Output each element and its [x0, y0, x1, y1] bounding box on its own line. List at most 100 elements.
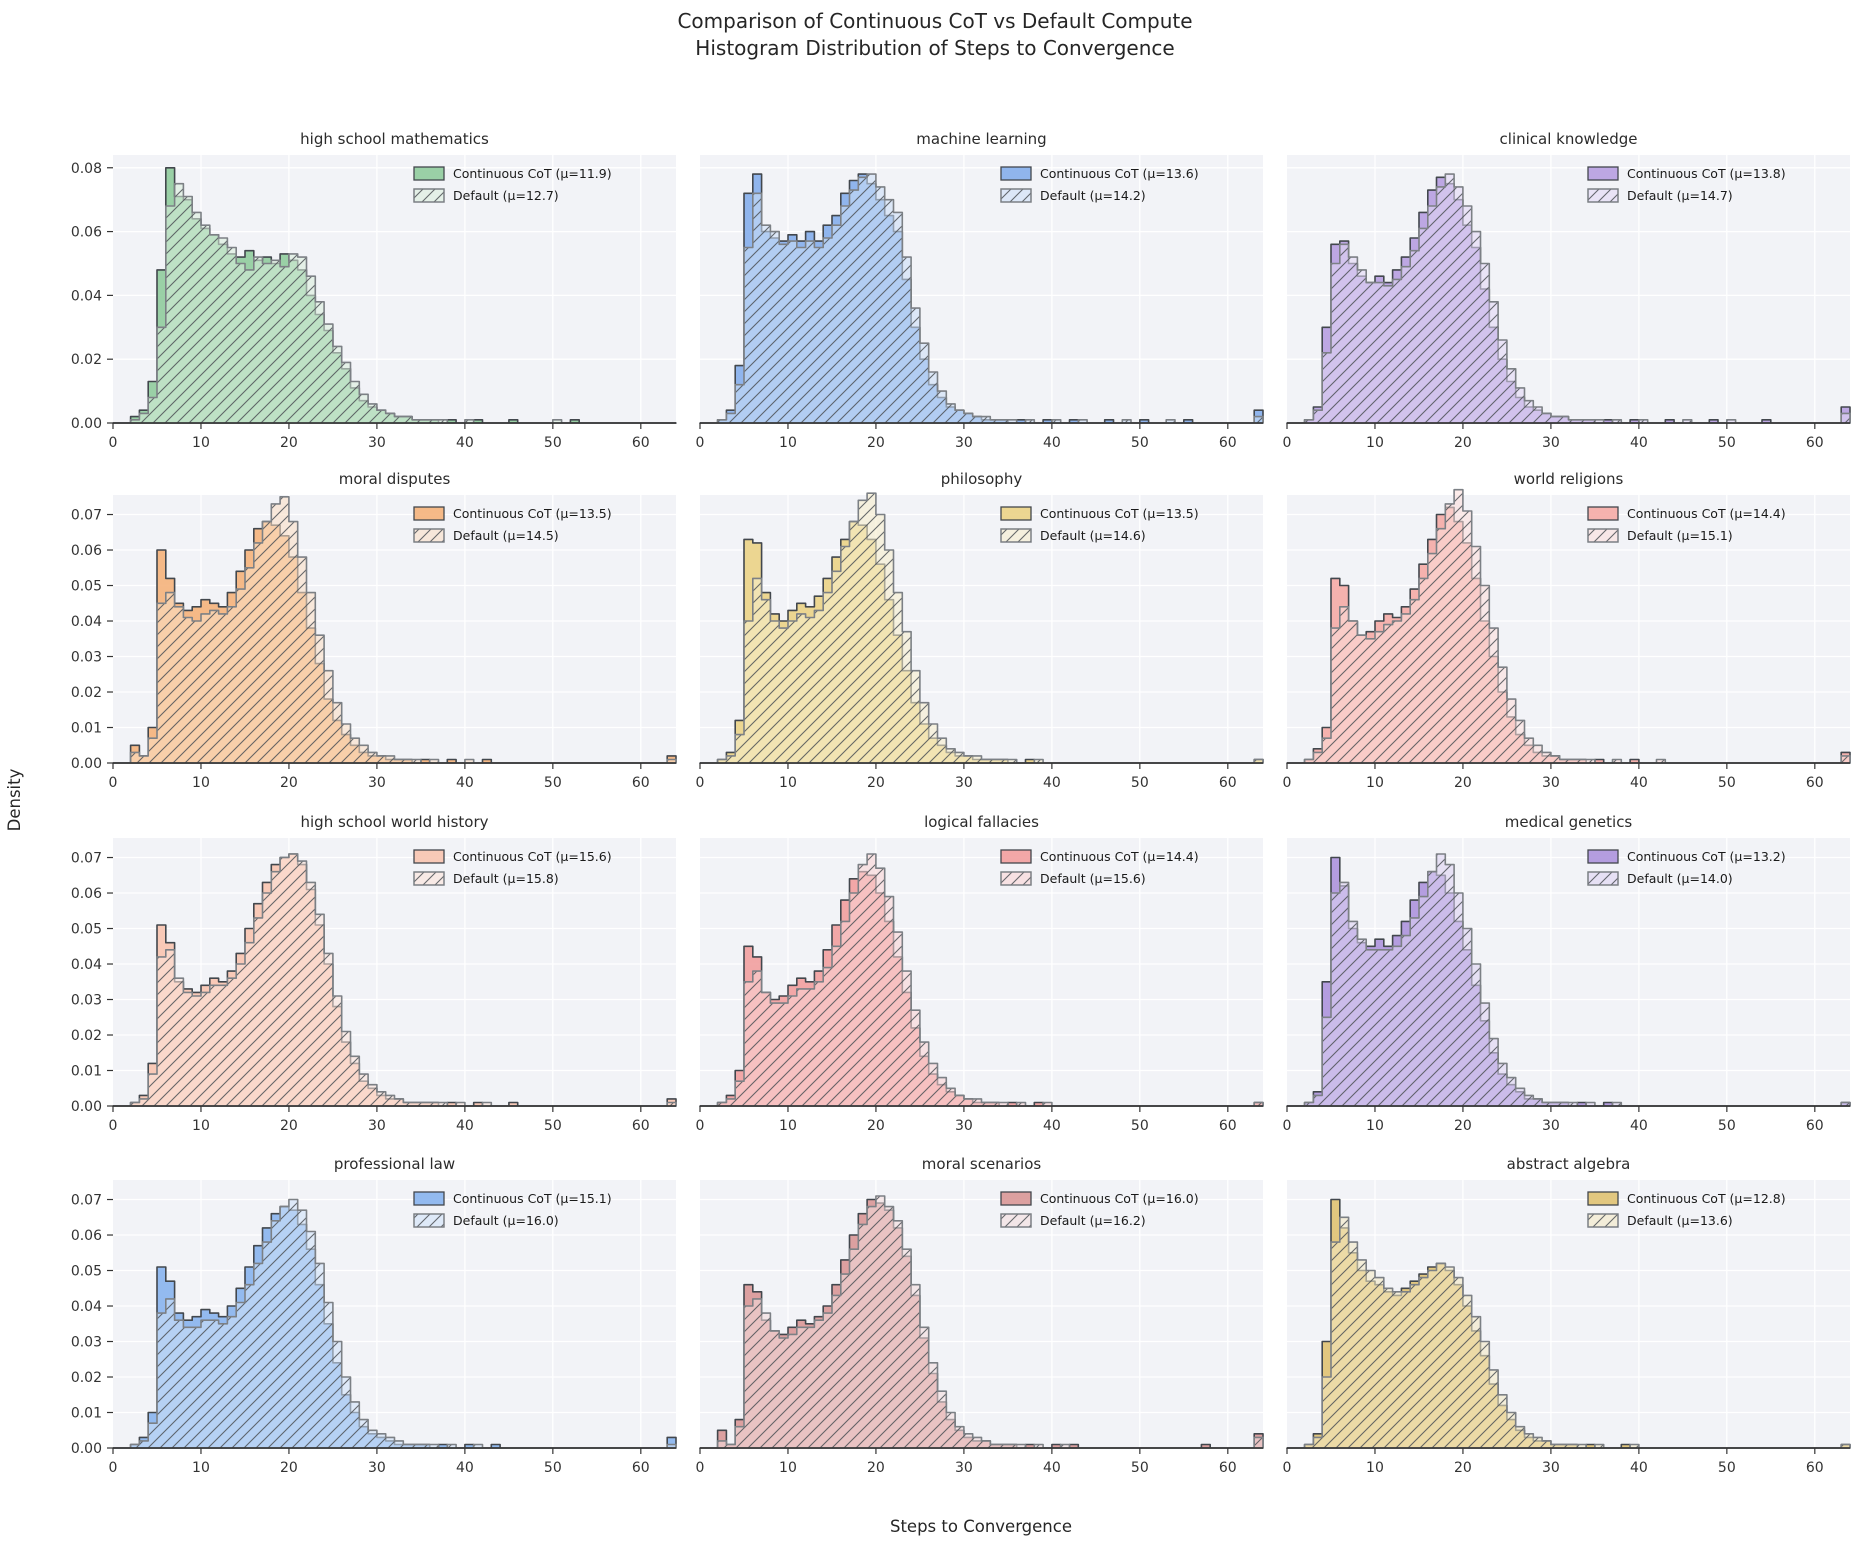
- legend-swatch-default-hatch: [413, 1213, 445, 1228]
- legend-label-continuous-cot: Continuous CoT (μ=11.9): [453, 166, 612, 181]
- legend-label-default: Default (μ=14.5): [453, 528, 559, 543]
- subplot-title-philosophy: philosophy: [941, 470, 1023, 488]
- legend-swatch-continuous-cot: [413, 506, 445, 521]
- x-tick-label: 50: [544, 435, 562, 451]
- subplot-title-high-school-world-history: high school world history: [301, 813, 489, 831]
- legend-swatch-continuous-cot: [1000, 506, 1032, 521]
- x-tick-label: 40: [456, 775, 474, 791]
- x-tick-label: 60: [632, 775, 650, 791]
- y-tick-label: 0.01: [71, 721, 102, 737]
- histogram-default-hatch: [113, 1199, 676, 1448]
- x-tick-label: 60: [632, 435, 650, 451]
- x-tick-label: 50: [544, 775, 562, 791]
- y-tick-label: 0.04: [71, 1299, 102, 1315]
- legend-swatch-default-hatch: [1587, 528, 1619, 543]
- x-tick-label: 30: [955, 435, 973, 451]
- x-tick-label: 40: [1043, 775, 1061, 791]
- x-tick-label: 0: [109, 1460, 118, 1476]
- x-tick-label: 50: [1718, 1460, 1736, 1476]
- subplot-philosophy: 0 10 20 30 40 50 60 philosophy Continuous CoT (μ…: [696, 470, 1264, 791]
- legend-label-default: Default (μ=15.1): [1627, 528, 1733, 543]
- legend: Continuous CoT (μ=16.0) Default (μ=16.2): [1000, 1191, 1199, 1228]
- x-tick-label: 60: [632, 1118, 650, 1134]
- legend-label-default: Default (μ=15.6): [1040, 871, 1146, 886]
- legend-swatch-default-hatch: [1000, 871, 1032, 886]
- legend-label-continuous-cot: Continuous CoT (μ=13.5): [1040, 506, 1199, 521]
- legend-label-continuous-cot: Continuous CoT (μ=13.2): [1627, 849, 1786, 864]
- legend-label-continuous-cot: Continuous CoT (μ=12.8): [1627, 1191, 1786, 1206]
- x-tick-label: 10: [192, 1118, 210, 1134]
- y-tick-label: 0.07: [71, 508, 102, 524]
- legend-swatch-default-hatch: [1587, 871, 1619, 886]
- x-tick-label: 0: [696, 435, 705, 451]
- histogram-default-hatch: [1287, 1217, 1850, 1448]
- x-tick-label: 60: [1219, 1118, 1237, 1134]
- subplot-title-medical-genetics: medical genetics: [1505, 813, 1633, 831]
- legend-swatch-default-hatch: [413, 188, 445, 203]
- legend-swatch-continuous-cot: [413, 849, 445, 864]
- legend-swatch-default-hatch: [1000, 1213, 1032, 1228]
- subplot-title-abstract-algebra: abstract algebra: [1507, 1155, 1631, 1173]
- histogram-default-edge: [1286, 173, 1851, 424]
- y-tick-label: 0.07: [71, 851, 102, 867]
- subplot-title-machine-learning: machine learning: [916, 130, 1046, 148]
- y-tick-label: 0.04: [71, 614, 102, 630]
- x-tick-label: 0: [1283, 1118, 1292, 1134]
- y-tick-label: 0.01: [71, 1064, 102, 1080]
- legend-swatch-default-hatch: [1000, 528, 1032, 543]
- x-tick-label: 20: [280, 1118, 298, 1134]
- subplot-world-religions: 0 10 20 30 40 50 60 world religions Continuous C…: [1283, 470, 1851, 791]
- subplot-machine-learning: 0 10 20 30 40 50 60 machine learning Continuous …: [696, 130, 1264, 451]
- x-tick-labels: 0 10 20 30 40 50 60: [1283, 1448, 1824, 1476]
- legend-label-continuous-cot: Continuous CoT (μ=16.0): [1040, 1191, 1199, 1206]
- y-tick-label: 0.05: [71, 579, 102, 595]
- x-tick-label: 40: [456, 1460, 474, 1476]
- subplot-professional-law: 0 10 20 30 40 50 600.000.010.020.030.040.050.0…: [71, 1155, 677, 1476]
- legend-label-continuous-cot: Continuous CoT (μ=14.4): [1627, 506, 1786, 521]
- x-tick-label: 10: [779, 775, 797, 791]
- x-tick-label: 10: [1366, 1460, 1384, 1476]
- legend-label-continuous-cot: Continuous CoT (μ=15.6): [453, 849, 612, 864]
- histogram-default-hatch: [113, 854, 676, 1106]
- legend-swatch-continuous-cot: [1000, 166, 1032, 181]
- x-tick-label: 60: [1806, 1460, 1824, 1476]
- x-tick-label: 10: [192, 775, 210, 791]
- x-tick-label: 0: [696, 1460, 705, 1476]
- x-tick-label: 10: [1366, 435, 1384, 451]
- x-tick-label: 30: [368, 435, 386, 451]
- x-tick-label: 10: [192, 1460, 210, 1476]
- x-tick-label: 0: [696, 1118, 705, 1134]
- y-tick-labels: 0.00 0.01 0.02 0.03 0.04 0.05 0.06 0.07: [71, 851, 113, 1115]
- histogram-default-hatch: [700, 493, 1263, 763]
- x-axis-label: Steps to Convergence: [890, 1517, 1072, 1536]
- y-tick-label: 0.06: [71, 543, 102, 559]
- y-tick-label: 0.00: [71, 416, 102, 432]
- y-tick-label: 0.02: [71, 685, 102, 701]
- x-tick-label: 0: [1283, 435, 1292, 451]
- legend: Continuous CoT (μ=15.6) Default (μ=15.8): [413, 849, 612, 886]
- x-tick-labels: 0 10 20 30 40 50 60: [1283, 423, 1824, 451]
- subplot-abstract-algebra: 0 10 20 30 40 50 60 abstract algebra Continuous …: [1283, 1155, 1851, 1476]
- legend-swatch-default-hatch: [1587, 1213, 1619, 1228]
- x-tick-label: 0: [1283, 1460, 1292, 1476]
- x-tick-label: 40: [1630, 1118, 1648, 1134]
- legend-swatch-continuous-cot: [1587, 166, 1619, 181]
- y-tick-label: 0.02: [71, 1028, 102, 1044]
- legend-label-default: Default (μ=13.6): [1627, 1213, 1733, 1228]
- gridlines: [1287, 838, 1850, 1106]
- x-tick-label: 30: [1542, 1118, 1560, 1134]
- x-tick-label: 50: [544, 1118, 562, 1134]
- y-tick-label: 0.00: [71, 1441, 102, 1457]
- x-tick-label: 10: [779, 1460, 797, 1476]
- y-tick-label: 0.08: [71, 161, 102, 177]
- y-tick-label: 0.02: [71, 352, 102, 368]
- legend: Continuous CoT (μ=13.5) Default (μ=14.5): [413, 506, 612, 543]
- legend: Continuous CoT (μ=15.1) Default (μ=16.0): [413, 1191, 612, 1228]
- x-tick-label: 30: [955, 1118, 973, 1134]
- x-tick-label: 30: [955, 775, 973, 791]
- x-tick-labels: 0 10 20 30 40 50 60: [696, 763, 1237, 791]
- legend-label-continuous-cot: Continuous CoT (μ=13.5): [453, 506, 612, 521]
- legend: Continuous CoT (μ=13.5) Default (μ=14.6): [1000, 506, 1199, 543]
- x-tick-label: 10: [779, 1118, 797, 1134]
